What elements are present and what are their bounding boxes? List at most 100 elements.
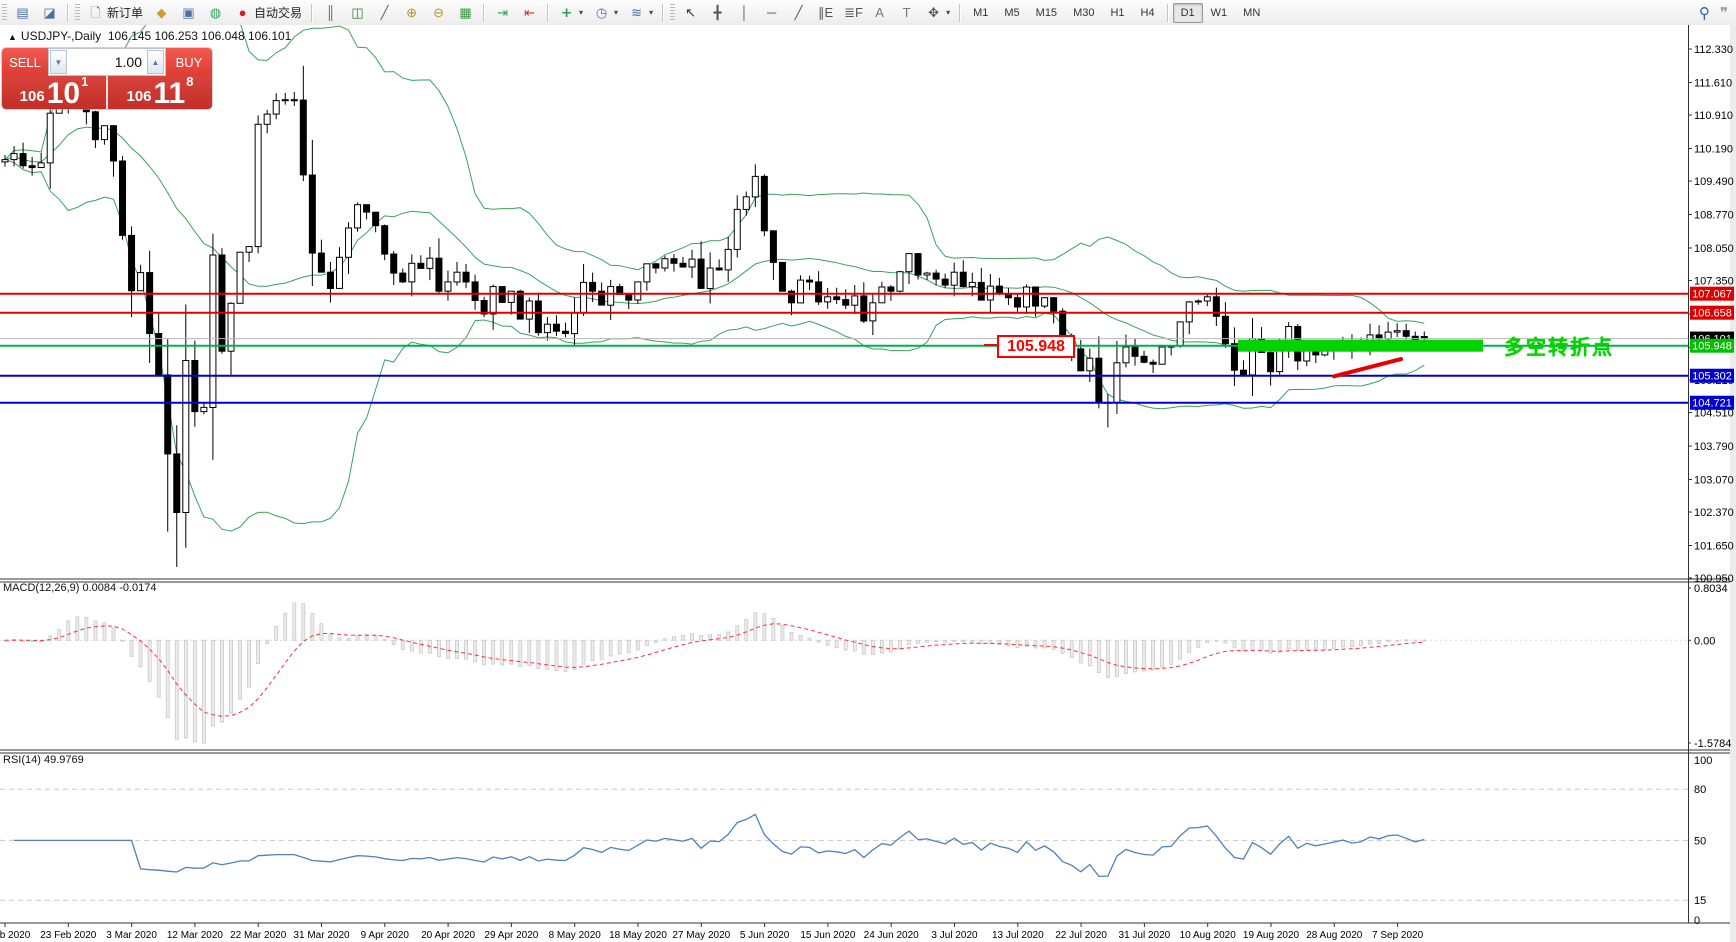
fibonacci-icon[interactable]: ≣F <box>839 2 866 24</box>
vertical-line-icon[interactable]: │ <box>731 2 758 24</box>
svg-text:80: 80 <box>1694 784 1706 796</box>
timeframe-m5[interactable]: M5 <box>1004 6 1020 19</box>
svg-text:0: 0 <box>1694 915 1700 927</box>
text-label-icon[interactable]: T <box>893 2 920 24</box>
arrows-icon-dropdown[interactable]: ▾ <box>946 8 951 17</box>
metaeditor-icon[interactable]: ◆ <box>148 2 175 24</box>
red-trendline[interactable] <box>1332 357 1403 379</box>
cursor-icon[interactable]: ↖ <box>677 2 704 24</box>
timeframe-w1[interactable]: W1 <box>1210 6 1228 19</box>
profiles-icon[interactable]: ◪ <box>36 2 63 24</box>
volume-input[interactable]: 1.00 <box>114 54 142 70</box>
volume-increase-button[interactable]: ▲ <box>147 50 164 74</box>
svg-text:22 Jul 2020: 22 Jul 2020 <box>1055 930 1107 941</box>
trendline-icon[interactable]: ╱ <box>785 2 812 24</box>
svg-text:13 Jul 2020: 13 Jul 2020 <box>992 930 1044 941</box>
buy-button[interactable]: BUY <box>166 48 212 76</box>
bar-chart-icon: ║ <box>325 4 336 20</box>
svg-text:9 Apr 2020: 9 Apr 2020 <box>361 930 410 941</box>
auto-scroll-icon[interactable]: ⇥ <box>489 2 516 24</box>
terminal-icon[interactable]: ▣ <box>175 2 202 24</box>
new-order-button[interactable]: 🗋 新订单 <box>82 1 148 24</box>
svg-text:3 Feb 2020: 3 Feb 2020 <box>0 930 31 941</box>
bollinger-bands <box>4 25 1425 532</box>
collapse-arrow-icon[interactable]: ▲ <box>8 32 17 42</box>
timeframe-d1[interactable]: D1 <box>1172 2 1203 23</box>
rsi-panel <box>0 788 1688 901</box>
svg-text:106.658: 106.658 <box>1692 308 1732 320</box>
indicators-icon-dropdown[interactable]: ▾ <box>579 8 584 17</box>
svg-text:104.510: 104.510 <box>1694 408 1734 420</box>
svg-text:105.948: 105.948 <box>1692 341 1732 353</box>
svg-text:109.490: 109.490 <box>1694 176 1734 188</box>
signals-icon: ◍ <box>209 4 222 20</box>
trendline-icon: ╱ <box>794 4 803 20</box>
timeframe-m30[interactable]: M30 <box>1073 6 1095 19</box>
sell-price-point: 1 <box>81 74 89 89</box>
tile-windows-icon[interactable]: ▦ <box>452 2 479 24</box>
zoom-in-icon: ⊕ <box>406 4 417 20</box>
date-axis[interactable]: 3 Feb 2020 23 Feb 2020 3 Mar 2020 12 Mar 20… <box>0 923 1424 941</box>
buy-price-figure: 106 <box>126 88 152 105</box>
svg-text:24 Jun 2020: 24 Jun 2020 <box>864 930 919 941</box>
sell-price[interactable]: 106 10 1 <box>2 74 106 109</box>
periods-clock-icon-dropdown[interactable]: ▾ <box>614 8 619 17</box>
svg-text:20 Apr 2020: 20 Apr 2020 <box>421 930 475 941</box>
svg-text:5 Jun 2020: 5 Jun 2020 <box>740 930 790 941</box>
templates-icon-dropdown[interactable]: ▾ <box>649 8 654 17</box>
new-chart-icon[interactable]: ▤ <box>9 2 36 24</box>
macd-panel <box>0 602 1688 744</box>
svg-text:108.050: 108.050 <box>1694 243 1734 255</box>
pivot-annotation-text[interactable]: 多空转折点 <box>1504 337 1614 359</box>
timeframe-m1[interactable]: M1 <box>973 6 989 19</box>
chart-shift-icon[interactable]: ⇤ <box>516 2 543 24</box>
templates-icon[interactable]: ≋ ▾ <box>623 2 658 24</box>
volume-decrease-button[interactable]: ▼ <box>50 50 67 74</box>
price-chart-canvas[interactable]: 112.330 111.610 110.910 110.190 109.490 108.7… <box>0 25 1736 942</box>
buy-price[interactable]: 106 11 8 <box>108 75 212 109</box>
svg-text:105.302: 105.302 <box>1692 371 1732 383</box>
chart-window[interactable]: 112.330 111.610 110.910 110.190 109.490 108.7… <box>0 25 1736 942</box>
svg-text:18 May 2020: 18 May 2020 <box>609 930 667 941</box>
svg-text:23 Feb 2020: 23 Feb 2020 <box>40 930 97 941</box>
horizontal-line-icon[interactable]: ─ <box>758 2 785 24</box>
chart-symbol-title: ▲ USDJPY-,Daily 106.145 106.253 106.048 1… <box>8 29 291 43</box>
text-icon[interactable]: A <box>866 2 893 24</box>
line-chart-icon[interactable]: ╱ <box>371 2 398 24</box>
green-zone-rectangle[interactable] <box>1238 339 1483 352</box>
svg-text:111.610: 111.610 <box>1694 77 1732 89</box>
chat-icon[interactable]: ❞ <box>1719 4 1728 22</box>
new-order-button-label: 新订单 <box>107 6 144 20</box>
autotrading-button[interactable]: ● 自动交易 <box>229 1 307 24</box>
volume-spinner: ▼ 1.00 ▲ <box>48 48 166 76</box>
svg-text:110.190: 110.190 <box>1694 143 1733 155</box>
indicators-icon[interactable]: 🞥 ▾ <box>553 2 588 24</box>
zoom-out-icon: ⊖ <box>433 4 444 20</box>
price-callout-label[interactable]: 105.948 <box>997 335 1075 358</box>
svg-text:0.8034: 0.8034 <box>1694 583 1728 595</box>
auto-scroll-icon: ⇥ <box>497 4 508 20</box>
sell-button[interactable]: SELL <box>2 48 48 76</box>
timeframe-m15[interactable]: M15 <box>1035 6 1058 19</box>
signals-icon[interactable]: ◍ <box>202 2 229 24</box>
sell-price-pips: 10 <box>46 77 81 109</box>
timeframe-h1[interactable]: H1 <box>1110 6 1125 19</box>
bar-chart-icon[interactable]: ║ <box>317 2 344 24</box>
cursor-icon: ↖ <box>685 4 697 20</box>
svg-text:101.650: 101.650 <box>1694 541 1734 553</box>
periods-clock-icon[interactable]: ◷ ▾ <box>588 2 623 24</box>
svg-text:3 Mar 2020: 3 Mar 2020 <box>106 930 157 941</box>
timeframe-h4[interactable]: H4 <box>1140 6 1155 19</box>
crosshair-icon[interactable]: ╋ <box>704 2 731 24</box>
arrows-icon[interactable]: ✥ ▾ <box>920 2 955 24</box>
panel-frame <box>0 25 1736 942</box>
zoom-in-icon[interactable]: ⊕ <box>398 2 425 24</box>
symbol-name: USDJPY-,Daily <box>20 29 102 43</box>
equidistant-channel-icon[interactable]: ∥E <box>812 2 839 24</box>
timeframe-mn[interactable]: MN <box>1243 6 1261 19</box>
candlestick-chart-icon[interactable]: ◫ <box>344 2 371 24</box>
search-icon[interactable]: ⚲ <box>1698 4 1710 22</box>
zoom-out-icon[interactable]: ⊖ <box>425 2 452 24</box>
rsi-panel-label: RSI(14) 49.9769 <box>3 754 84 766</box>
